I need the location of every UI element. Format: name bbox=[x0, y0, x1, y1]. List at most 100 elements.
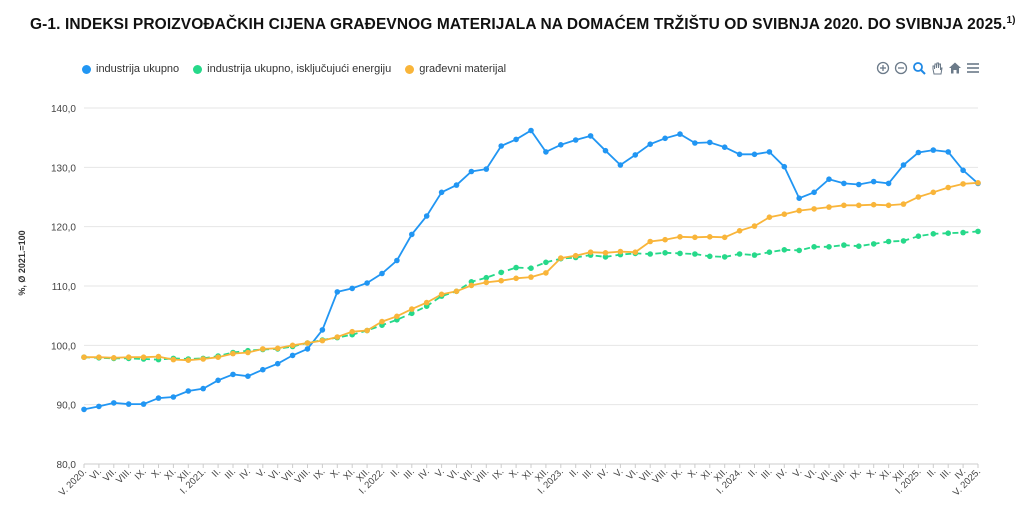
data-point bbox=[245, 373, 251, 380]
legend-item[interactable]: industrija ukupno, isključujući energiju bbox=[193, 63, 391, 75]
data-point bbox=[647, 141, 653, 147]
x-tick-label: XI. bbox=[878, 466, 894, 482]
data-point bbox=[185, 388, 192, 394]
data-point bbox=[558, 255, 564, 261]
data-point bbox=[647, 238, 653, 245]
data-point bbox=[543, 259, 549, 266]
data-point bbox=[453, 288, 460, 295]
menu-icon[interactable] bbox=[966, 61, 980, 75]
data-point bbox=[140, 401, 147, 407]
x-tick-label: III. bbox=[759, 466, 774, 481]
data-point bbox=[647, 251, 653, 257]
data-point bbox=[543, 270, 549, 276]
data-point bbox=[766, 249, 773, 255]
data-point bbox=[140, 354, 147, 361]
data-point bbox=[781, 163, 788, 170]
magnifier-icon[interactable] bbox=[912, 61, 926, 75]
x-tick-label: XI. bbox=[163, 466, 179, 482]
data-point bbox=[513, 264, 519, 271]
data-point bbox=[155, 395, 162, 401]
legend-label: industrija ukupno bbox=[96, 63, 180, 75]
y-tick-label: 130,0 bbox=[51, 163, 76, 174]
data-point bbox=[468, 282, 475, 289]
data-point bbox=[721, 144, 728, 150]
data-point bbox=[692, 234, 698, 241]
data-point bbox=[558, 142, 564, 148]
legend-label: građevni materijal bbox=[419, 63, 507, 75]
data-point bbox=[841, 242, 847, 248]
x-tick-label: X. bbox=[865, 466, 879, 480]
x-tick-label: VIII. bbox=[472, 466, 492, 486]
x-tick-label: IX. bbox=[133, 466, 149, 482]
data-point bbox=[215, 377, 221, 384]
data-point bbox=[796, 247, 802, 254]
x-tick-label: II. bbox=[925, 466, 938, 479]
data-point bbox=[125, 354, 132, 361]
data-point bbox=[856, 202, 862, 209]
data-point bbox=[528, 127, 534, 134]
data-point bbox=[915, 194, 922, 200]
data-point bbox=[736, 251, 743, 257]
zoom-in-icon[interactable] bbox=[876, 61, 890, 75]
data-point bbox=[766, 149, 773, 155]
data-point bbox=[796, 207, 802, 214]
data-point bbox=[319, 337, 326, 344]
y-tick-label: 140,0 bbox=[51, 104, 76, 115]
home-icon[interactable] bbox=[948, 61, 962, 75]
x-tick-label: V. bbox=[791, 466, 805, 480]
legend-item[interactable]: građevni materijal bbox=[405, 63, 506, 75]
data-point bbox=[230, 350, 236, 357]
data-point bbox=[111, 400, 117, 406]
data-point bbox=[617, 248, 624, 255]
data-point bbox=[841, 202, 847, 209]
data-point bbox=[274, 360, 281, 367]
data-point bbox=[870, 178, 877, 185]
data-point bbox=[602, 254, 609, 260]
y-tick-label: 100,0 bbox=[51, 341, 76, 352]
data-point bbox=[230, 371, 236, 378]
data-point bbox=[349, 328, 356, 335]
data-point bbox=[409, 231, 415, 238]
data-point bbox=[274, 345, 281, 352]
x-tick-label: VI. bbox=[446, 466, 462, 482]
data-point bbox=[692, 251, 698, 257]
data-point bbox=[409, 310, 415, 317]
x-tick-label: VIII. bbox=[650, 466, 670, 486]
data-point bbox=[796, 195, 802, 201]
data-point bbox=[438, 189, 445, 196]
data-point bbox=[483, 274, 490, 281]
pan-hand-icon[interactable] bbox=[930, 61, 944, 75]
data-point bbox=[960, 229, 966, 236]
data-point bbox=[498, 269, 505, 276]
x-tick-label: IX. bbox=[669, 466, 685, 482]
x-tick-label: IV. bbox=[238, 466, 253, 481]
data-point bbox=[900, 201, 907, 207]
x-tick-label: V. 2020. bbox=[57, 466, 89, 498]
data-point bbox=[707, 139, 713, 146]
x-tick-label: VIII. bbox=[114, 466, 134, 486]
data-point bbox=[349, 285, 356, 292]
data-point bbox=[513, 275, 519, 282]
data-point bbox=[885, 238, 892, 245]
series-line bbox=[83, 230, 979, 361]
data-point bbox=[483, 279, 490, 286]
zoom-out-icon[interactable] bbox=[894, 61, 908, 75]
data-point bbox=[200, 356, 206, 362]
data-point bbox=[811, 189, 817, 196]
data-point bbox=[319, 327, 326, 333]
x-tick-label: II. bbox=[389, 466, 402, 479]
data-point bbox=[111, 355, 117, 361]
x-tick-label: III. bbox=[938, 466, 953, 481]
data-point bbox=[677, 131, 683, 137]
chart-title: G-1. INDEKSI PROIZVOĐAČKIH CIJENA GRAĐEV… bbox=[30, 15, 1016, 34]
x-tick-label: VIII. bbox=[293, 466, 313, 486]
data-point bbox=[260, 346, 266, 352]
data-point bbox=[453, 182, 460, 188]
data-point bbox=[528, 274, 534, 280]
legend-item[interactable]: industrija ukupno bbox=[82, 63, 179, 75]
data-point bbox=[841, 180, 847, 187]
x-tick-label: II. bbox=[746, 466, 759, 479]
data-point bbox=[751, 252, 758, 258]
data-point bbox=[632, 152, 639, 158]
data-point bbox=[364, 327, 370, 334]
